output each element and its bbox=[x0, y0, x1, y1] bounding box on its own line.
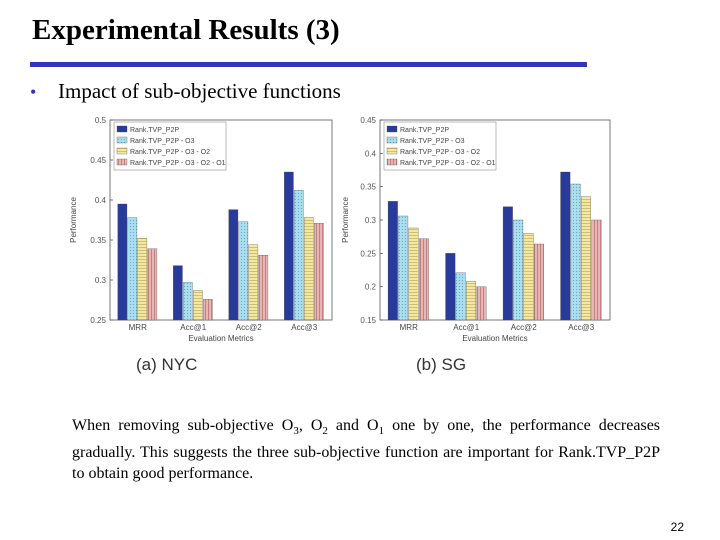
chart-sg: 0.15 0.2 0.25 0.3 0.35 0.4 0.45 MRR Acc@1 Acc@2 Ac… bbox=[341, 116, 611, 343]
x-tick-label: Acc@3 bbox=[568, 323, 594, 332]
legend-box bbox=[113, 121, 227, 171]
bar bbox=[591, 219, 602, 321]
page-number: 22 bbox=[670, 520, 684, 534]
bar bbox=[173, 265, 183, 321]
bar bbox=[581, 196, 591, 321]
legend-swatch bbox=[116, 125, 128, 133]
bar bbox=[238, 221, 249, 321]
x-tick-label: Acc@1 bbox=[453, 323, 479, 332]
legend-swatch bbox=[386, 158, 398, 166]
bar bbox=[183, 282, 193, 321]
legend-swatch bbox=[386, 125, 398, 133]
bar bbox=[127, 217, 138, 321]
legend-label: Rank.TVP_P2P bbox=[400, 127, 449, 134]
legend-label: Rank.TVP_P2P - O3 - O2 bbox=[400, 149, 480, 156]
y-tick-label: 0.45 bbox=[360, 116, 376, 125]
legend-swatch bbox=[386, 147, 398, 155]
bar bbox=[560, 171, 571, 321]
bar bbox=[476, 286, 487, 321]
y-tick-label: 0.2 bbox=[365, 283, 377, 292]
y-tick-label: 0.15 bbox=[360, 316, 376, 325]
bar bbox=[398, 215, 409, 321]
bar bbox=[570, 183, 581, 321]
legend-label: Rank.TVP_P2P - O3 - O2 bbox=[130, 149, 210, 156]
legend-swatch bbox=[116, 158, 128, 166]
bar bbox=[455, 272, 466, 321]
title-underline bbox=[30, 62, 587, 67]
y-tick-label: 0.4 bbox=[365, 149, 377, 158]
legend-label: Rank.TVP_P2P - O3 bbox=[130, 138, 195, 145]
legend-label: Rank.TVP_P2P - O3 bbox=[400, 138, 465, 145]
x-tick-label: MRR bbox=[129, 323, 147, 332]
legend-label: Rank.TVP_P2P - O3 - O2 - O1 bbox=[130, 160, 226, 167]
bullet-text: Impact of sub-objective functions bbox=[58, 79, 341, 103]
bar bbox=[147, 248, 158, 321]
y-tick-label: 0.25 bbox=[360, 249, 376, 258]
chart-caption-nyc: (a) NYC bbox=[136, 355, 198, 374]
y-tick-label: 0.3 bbox=[365, 216, 377, 225]
y-tick-label: 0.45 bbox=[90, 156, 106, 165]
bar bbox=[203, 299, 213, 321]
bar bbox=[502, 206, 513, 321]
bar bbox=[284, 171, 294, 321]
y-tick-label: 0.35 bbox=[360, 183, 376, 192]
description-paragraph: When removing sub-objective O3, O2 and O… bbox=[72, 417, 661, 483]
bar bbox=[193, 290, 203, 321]
x-tick-label: Acc@1 bbox=[180, 323, 206, 332]
bar bbox=[523, 233, 534, 321]
bar bbox=[248, 244, 259, 321]
bar bbox=[387, 201, 398, 321]
x-tick-label: Acc@2 bbox=[236, 323, 262, 332]
legend-swatch bbox=[386, 136, 398, 144]
y-tick-label: 0.25 bbox=[90, 316, 106, 325]
bar bbox=[418, 238, 429, 321]
bullet-dot-icon: • bbox=[30, 82, 37, 102]
y-tick-label: 0.5 bbox=[95, 116, 107, 125]
y-tick-label: 0.4 bbox=[95, 196, 107, 205]
x-tick-label: Acc@3 bbox=[291, 323, 317, 332]
bar bbox=[513, 219, 524, 321]
x-tick-label: MRR bbox=[400, 323, 418, 332]
legend-label: Rank.TVP_P2P - O3 - O2 - O1 bbox=[400, 160, 496, 167]
bar bbox=[445, 253, 456, 321]
x-axis-label: Evaluation Metrics bbox=[462, 334, 527, 343]
bar bbox=[294, 190, 304, 321]
bullet-item: • Impact of sub-objective functions bbox=[30, 79, 341, 104]
bar bbox=[314, 223, 324, 321]
bar bbox=[533, 243, 544, 321]
x-tick-label: Acc@2 bbox=[511, 323, 537, 332]
bar bbox=[466, 281, 476, 321]
y-axis-label: Performance bbox=[69, 197, 78, 243]
y-tick-label: 0.35 bbox=[90, 236, 106, 245]
bar bbox=[228, 209, 239, 321]
x-axis-label: Evaluation Metrics bbox=[188, 334, 253, 343]
chart-nyc: 0.25 0.3 0.35 0.4 0.45 0.5 MRR Acc@1 Acc@2 Acc@3 E… bbox=[69, 116, 333, 343]
legend-swatch bbox=[116, 147, 128, 155]
legend-box bbox=[383, 121, 497, 171]
legend-swatch bbox=[116, 136, 128, 144]
y-tick-label: 0.3 bbox=[95, 276, 107, 285]
slide-title: Experimental Results (3) bbox=[32, 14, 340, 46]
bar bbox=[117, 203, 128, 321]
legend-label: Rank.TVP_P2P bbox=[130, 127, 179, 134]
bar bbox=[137, 238, 148, 321]
bar bbox=[304, 217, 314, 321]
bar bbox=[258, 255, 269, 321]
y-axis-label: Performance bbox=[341, 197, 350, 243]
bar bbox=[408, 227, 419, 321]
chart-caption-sg: (b) SG bbox=[416, 355, 467, 374]
